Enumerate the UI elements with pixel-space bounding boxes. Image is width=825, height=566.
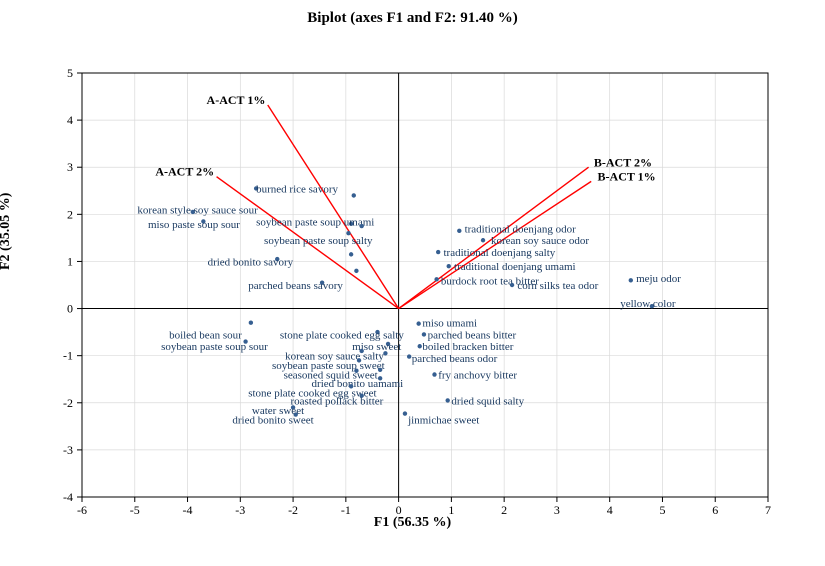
svg-text:miso paste soup sour: miso paste soup sour (148, 219, 240, 231)
svg-text:A-ACT 1%: A-ACT 1% (207, 93, 266, 107)
svg-text:-2: -2 (63, 396, 73, 410)
svg-text:-1: -1 (63, 349, 73, 363)
svg-text:soybean paste soup sour: soybean paste soup sour (161, 341, 268, 353)
svg-text:boiled bean sour: boiled bean sour (169, 329, 242, 341)
x-axis-label: F1 (56.35 %) (0, 515, 825, 531)
svg-text:5: 5 (67, 66, 73, 80)
svg-text:burned rice savory: burned rice savory (256, 183, 338, 195)
svg-text:korean style soy sauce sour: korean style soy sauce sour (137, 205, 258, 217)
svg-text:4: 4 (67, 113, 73, 127)
svg-text:parched beans savory: parched beans savory (248, 280, 343, 292)
biplot-chart: Biplot (axes F1 and F2: 91.40 %) -6-5-4-… (0, 0, 825, 539)
svg-text:A-ACT 2%: A-ACT 2% (155, 165, 214, 179)
svg-text:roasted pollack bitter: roasted pollack bitter (290, 395, 383, 407)
svg-text:1: 1 (67, 254, 73, 268)
svg-text:soybean paste soup salty: soybean paste soup salty (264, 235, 373, 247)
svg-text:2: 2 (67, 207, 73, 221)
biplot-svg: -6-5-4-3-2-101234567-4-3-2-1012345A-ACT … (0, 27, 825, 566)
svg-text:-4: -4 (63, 490, 73, 504)
svg-text:-3: -3 (63, 443, 73, 457)
svg-text:parched beans odor: parched beans odor (412, 353, 498, 365)
y-axis-label: F2 (35.05 %) (0, 192, 14, 269)
chart-title: Biplot (axes F1 and F2: 91.40 %) (0, 0, 825, 27)
svg-text:B-ACT 2%: B-ACT 2% (594, 155, 652, 169)
svg-text:korean soy sauce odor: korean soy sauce odor (491, 235, 589, 247)
svg-text:fry anchovy bitter: fry anchovy bitter (438, 370, 517, 382)
svg-text:corn silks tea odor: corn silks tea odor (517, 280, 598, 292)
svg-text:stone plate cooked egg salty: stone plate cooked egg salty (280, 329, 405, 341)
svg-text:miso umami: miso umami (422, 318, 477, 330)
svg-text:meju odor: meju odor (636, 273, 681, 285)
svg-text:dried squid salty: dried squid salty (451, 395, 524, 407)
svg-text:dried bonito savory: dried bonito savory (208, 256, 294, 268)
svg-text:3: 3 (67, 160, 73, 174)
svg-text:traditional doenjang umami: traditional doenjang umami (454, 261, 576, 273)
svg-text:0: 0 (67, 302, 73, 316)
svg-text:yellow color: yellow color (620, 298, 676, 310)
svg-text:jinmichae sweet: jinmichae sweet (407, 414, 479, 426)
svg-text:traditional doenjang odor: traditional doenjang odor (465, 223, 577, 235)
svg-text:soybean paste soup umami: soybean paste soup umami (256, 216, 374, 228)
svg-text:traditional doenjang salty: traditional doenjang salty (443, 247, 555, 259)
svg-text:B-ACT 1%: B-ACT 1% (598, 169, 656, 183)
svg-text:parched beans bitter: parched beans bitter (428, 329, 517, 341)
svg-text:boiled bracken bitter: boiled bracken bitter (422, 341, 513, 353)
svg-text:dried bonito sweet: dried bonito sweet (232, 414, 313, 426)
